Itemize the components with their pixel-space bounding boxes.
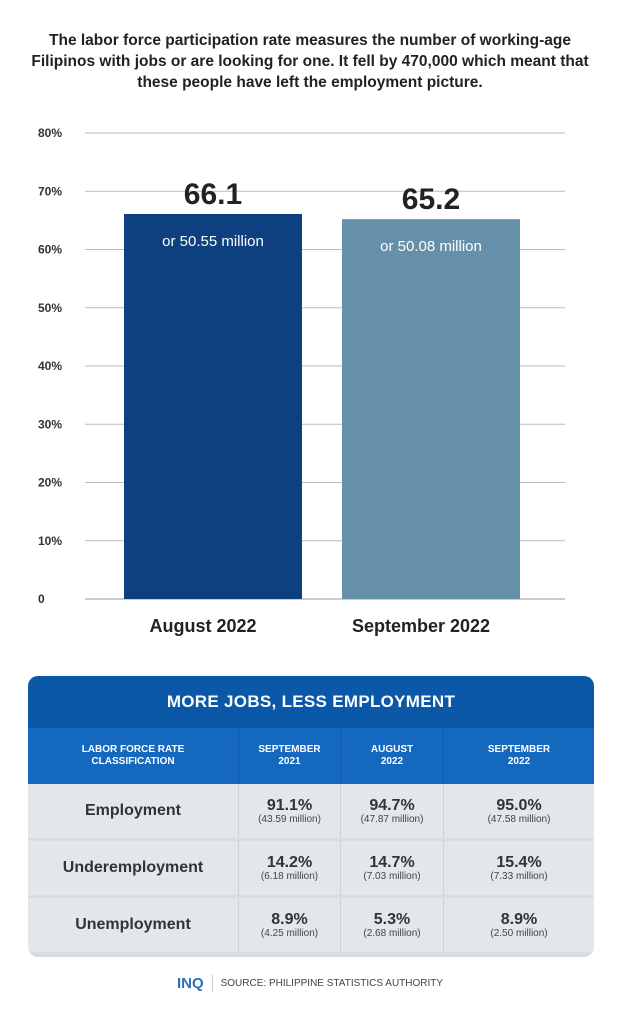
cell-million: (47.87 million) (360, 814, 424, 825)
table-cell: 94.7% (47.87 million) (341, 784, 444, 838)
bar-chart: 0 10% 20% 30% 40% 50% 60% 70% 80% 66.1 or 50.55 mi… (38, 126, 565, 636)
value-label: 66.1 (184, 178, 242, 211)
bar (342, 219, 520, 599)
table-title: MORE JOBS, LESS EMPLOYMENT (28, 676, 594, 728)
sub-label: or 50.55 million (162, 233, 264, 250)
y-tick-label: 20% (38, 476, 62, 490)
header-cell: SEPTEMBER 2021 (239, 728, 341, 784)
cell-million: (4.25 million) (260, 928, 319, 939)
cell-percent: 95.0% (496, 797, 542, 814)
x-tick-label: September 2022 (352, 616, 490, 636)
row-label: Underemployment (28, 841, 239, 895)
y-tick-label: 70% (38, 184, 62, 198)
labor-table: MORE JOBS, LESS EMPLOYMENT LABOR FORCE R… (28, 676, 594, 957)
table-cell: 14.7% (7.03 million) (341, 841, 444, 895)
x-tick-label: August 2022 (149, 616, 256, 636)
cell-percent: 91.1% (266, 797, 313, 814)
cell-million: (2.50 million) (490, 928, 548, 939)
intro-text: The labor force participation rate measu… (31, 32, 589, 91)
sub-label: or 50.08 million (380, 238, 482, 255)
header-cell: LABOR FORCE RATE CLASSIFICATION (28, 728, 239, 784)
table-cell: 8.9% (2.50 million) (444, 898, 594, 952)
cell-million: (47.58 million) (487, 814, 551, 825)
y-tick-label: 0 (38, 592, 45, 606)
cell-percent: 8.9% (271, 911, 308, 928)
header-cell: AUGUST 2022 (341, 728, 444, 784)
y-tick-label: 60% (38, 243, 62, 257)
cell-million: (43.59 million) (258, 814, 321, 825)
table-cell: 91.1% (43.59 million) (239, 784, 341, 838)
y-tick-label: 10% (38, 534, 62, 548)
footer: INQ SOURCE: PHILIPPINE STATISTICS AUTHOR… (0, 975, 620, 992)
table-cell: 15.4% (7.33 million) (444, 841, 594, 895)
cell-million: (6.18 million) (260, 871, 319, 882)
cell-percent: 8.9% (500, 911, 538, 928)
cell-percent: 94.7% (369, 797, 415, 814)
source-text: SOURCE: PHILIPPINE STATISTICS AUTHORITY (220, 978, 444, 989)
table-row: Employment 91.1% (43.59 million) 94.7% (47.8… (28, 784, 594, 838)
table-cell: 5.3% (2.68 million) (341, 898, 444, 952)
cell-million: (7.03 million) (363, 871, 421, 882)
y-tick-label: 30% (38, 417, 62, 431)
y-tick-label: 80% (38, 126, 62, 140)
bar (124, 213, 302, 599)
table-cell: 14.2% (6.18 million) (239, 841, 341, 895)
cell-million: (7.33 million) (490, 871, 548, 882)
header-cell: SEPTEMBER 2022 (487, 744, 551, 767)
row-label: Employment (28, 784, 239, 838)
table-row: Underemployment 14.2% (6.18 million) 14.7%(… (28, 841, 594, 895)
cell-percent: 5.3% (373, 911, 411, 928)
value-label: 65.2 (402, 183, 460, 216)
table-cell: 95.0% (47.58 million) (444, 784, 594, 838)
cell-percent: 15.4% (496, 854, 542, 871)
cell-million: (2.68 million) (363, 928, 421, 939)
table-row: Unemployment 8.9% (4.25 million) 5.3% (2.68 … (28, 898, 594, 952)
y-tick-label: 50% (38, 301, 62, 315)
table-cell: 8.9% (4.25 million) (239, 898, 341, 952)
y-tick-label: 40% (38, 359, 62, 373)
row-label: Unemployment (28, 898, 239, 952)
inq-logo: INQ (177, 975, 213, 992)
cell-percent: 14.7% (369, 854, 415, 871)
cell-percent: 14.2% (266, 854, 313, 871)
table-header: LABOR FORCE RATE CLASSIFICATION SEPTEMBE… (28, 728, 594, 784)
